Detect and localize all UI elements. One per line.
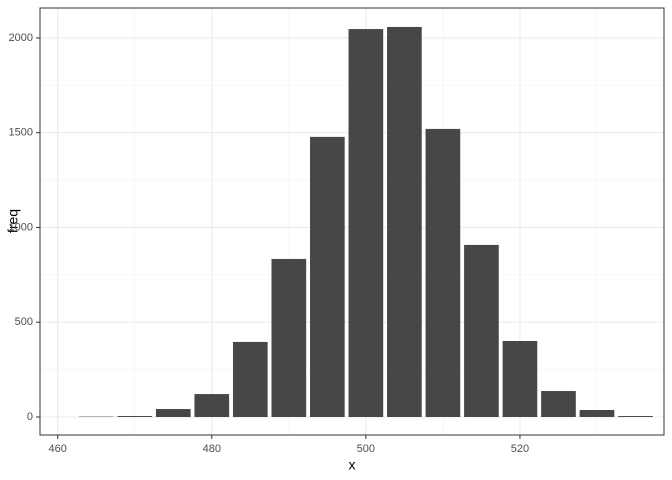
bar (387, 26, 422, 417)
bar (194, 394, 230, 417)
y-tick-label: 0 (27, 411, 33, 423)
panel-border (39, 7, 665, 436)
bar (464, 244, 499, 417)
bar (232, 341, 268, 417)
y-tick-label: 2000 (9, 32, 33, 44)
x-tick-label: 500 (357, 443, 375, 455)
bar (155, 409, 191, 417)
bar (425, 128, 461, 417)
bar (541, 391, 576, 417)
bar (348, 29, 384, 417)
x-tick-label: 460 (49, 443, 67, 455)
bar (117, 416, 153, 417)
x-tick-label: 520 (511, 443, 529, 455)
bar (618, 416, 653, 417)
x-tick-label: 480 (203, 443, 221, 455)
bar (579, 409, 615, 417)
bar (310, 136, 345, 417)
bar (271, 258, 307, 417)
y-tick-label: 500 (15, 316, 33, 328)
bar (502, 340, 538, 417)
y-axis-label: freq (5, 209, 21, 233)
y-tick-label: 1000 (9, 221, 33, 233)
x-axis-label: x (349, 457, 356, 473)
y-tick-label: 1500 (9, 127, 33, 139)
